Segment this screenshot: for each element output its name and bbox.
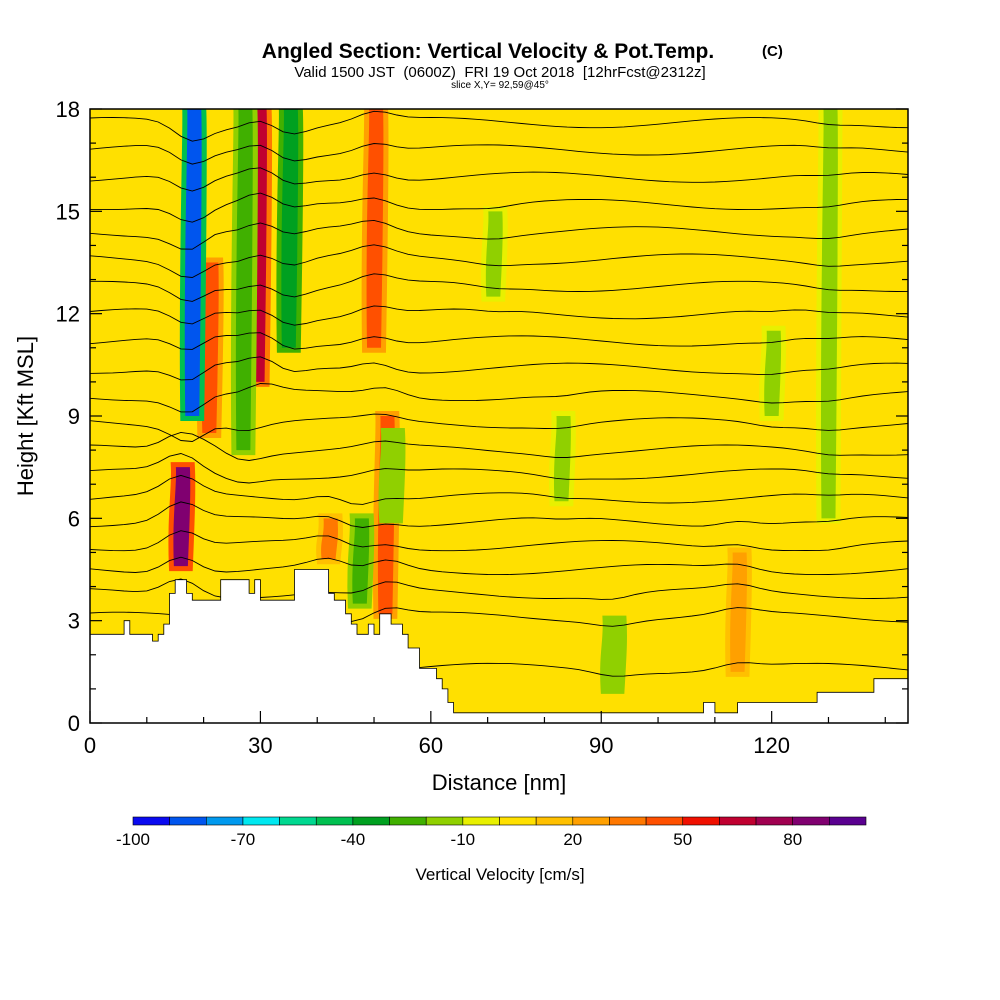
- colorbar-label: Vertical Velocity [cm/s]: [415, 865, 584, 884]
- title-main: Angled Section: Vertical Velocity & Pot.…: [262, 40, 714, 63]
- colorbar-swatch: [389, 816, 427, 826]
- x-tick-label: 0: [84, 733, 96, 758]
- colorbar-swatch: [645, 816, 684, 826]
- colorbar-swatch: [829, 816, 867, 826]
- downdraft-core: [485, 211, 503, 297]
- y-axis-ticks: 0 3 6 9 12 15 18: [56, 97, 908, 736]
- colorbar-swatch: [206, 816, 244, 826]
- colorbar-swatch: [315, 816, 354, 826]
- isentrope-line: [90, 192, 908, 223]
- downdraft-core: [235, 109, 253, 451]
- isentrope-line: [90, 431, 908, 461]
- isentrope-line: [90, 273, 908, 302]
- y-tick-label: 0: [68, 711, 80, 736]
- colorbar-tick-label: 80: [783, 830, 802, 849]
- updraft-core: [173, 467, 191, 567]
- colorbar-swatch: [682, 816, 720, 826]
- isentrope-line: [90, 219, 908, 250]
- isentrope-line: [90, 110, 908, 142]
- updraft-core: [366, 109, 384, 348]
- x-tick-label: 90: [589, 733, 613, 758]
- downdraft-core: [184, 109, 202, 416]
- isentrope-line: [90, 530, 908, 552]
- colorbar-swatch: [755, 816, 793, 826]
- downdraft-core: [281, 109, 299, 348]
- y-tick-label: 18: [56, 97, 80, 122]
- title-unit: (C): [762, 43, 783, 60]
- y-tick-label: 6: [68, 506, 80, 531]
- valid-utc: (0600Z): [403, 64, 456, 81]
- downdraft-core: [764, 330, 782, 416]
- isentrope-line: [90, 453, 908, 484]
- downdraft-core: [383, 433, 401, 519]
- y-tick-label: 15: [56, 199, 80, 224]
- updraft-core: [730, 552, 747, 672]
- updraft-core: [201, 262, 219, 434]
- downdraft-core: [605, 620, 623, 689]
- x-tick-label: 30: [248, 733, 272, 758]
- isentrope-line: [90, 356, 908, 381]
- isentrope-line: [90, 556, 908, 576]
- colorbar-swatch: [462, 816, 500, 826]
- isentrope-line: [90, 244, 908, 278]
- colorbar-swatch: [242, 816, 280, 826]
- terrain-mask: [90, 569, 908, 723]
- colorbar-swatch: [609, 816, 647, 826]
- terrain-outline: [90, 569, 908, 723]
- colorbar-swatch: [572, 816, 610, 826]
- colorbar-swatch: [792, 816, 830, 826]
- y-tick-label: 12: [56, 302, 80, 327]
- x-tick-label: 60: [419, 733, 443, 758]
- y-tick-label: 3: [68, 609, 80, 634]
- colorbar-swatch: [352, 816, 390, 826]
- isentrope-line: [90, 305, 908, 326]
- colorbar-swatch: [535, 816, 574, 826]
- slice-info: slice X,Y= 92,59@45°: [451, 80, 549, 91]
- x-tick-label: 120: [753, 733, 790, 758]
- isentrope-line: [90, 143, 908, 165]
- colorbar-swatch: [169, 816, 207, 826]
- isentrope-line: [90, 501, 908, 528]
- valid-date: FRI 19 Oct 2018: [464, 64, 574, 81]
- colorbar: [132, 816, 867, 826]
- downdraft-core: [554, 416, 571, 502]
- colorbar-swatch: [499, 816, 537, 826]
- colorbar-swatch: [425, 816, 464, 826]
- colorbar-tick-label: 50: [673, 830, 692, 849]
- valid-time: Valid 1500 JST: [294, 64, 395, 81]
- colorbar-ticks: -100 -70 -40 -10 20 50 80: [116, 830, 802, 849]
- isentrope-line: [90, 167, 908, 192]
- colorbar-swatch: [279, 816, 317, 826]
- colorbar-tick-label: -70: [231, 830, 256, 849]
- colorbar-tick-label: -40: [341, 830, 366, 849]
- downdraft-core: [352, 518, 370, 604]
- x-axis-label: Distance [nm]: [432, 770, 567, 795]
- colorbar-swatch: [719, 816, 757, 826]
- forecast-info: [12hrFcst@2312z]: [583, 64, 706, 81]
- x-axis-ticks: 0 30 60 90 120: [84, 711, 886, 758]
- isentrope-line: [90, 383, 908, 413]
- colorbar-tick-label: -10: [451, 830, 476, 849]
- isentrope-line: [90, 332, 908, 350]
- isentrope-line: [90, 474, 908, 505]
- colorbar-tick-label: 20: [563, 830, 582, 849]
- colorbar-swatch: [132, 816, 170, 826]
- y-tick-label: 9: [68, 404, 80, 429]
- plot-area: [90, 109, 908, 723]
- valid-line: Valid 1500 JST (0600Z) FRI 19 Oct 2018 […: [294, 64, 705, 81]
- colorbar-tick-label: -100: [116, 830, 150, 849]
- downdraft-core: [820, 109, 838, 519]
- chart-title: Angled Section: Vertical Velocity & Pot.…: [262, 40, 783, 91]
- updraft-core: [321, 518, 338, 560]
- isentrope-line: [90, 413, 908, 442]
- y-axis-label: Height [Kft MSL]: [13, 336, 38, 496]
